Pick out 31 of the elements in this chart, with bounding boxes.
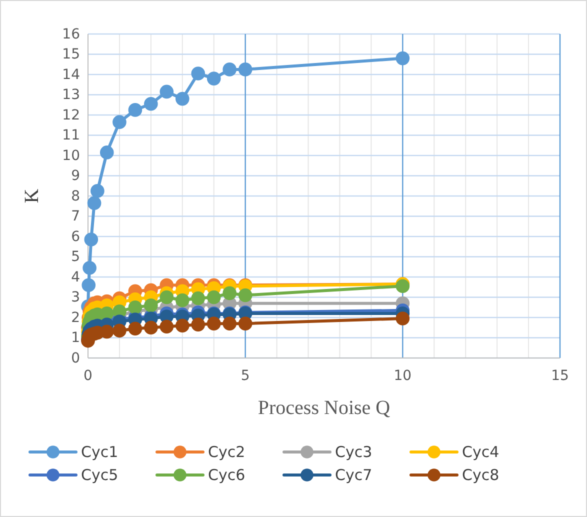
legend-label: Cyc1 — [81, 443, 118, 461]
y-tick-label: 13 — [62, 87, 80, 104]
y-axis-title: K — [21, 188, 43, 204]
y-tick-label: 15 — [62, 46, 80, 63]
x-tick-label: 5 — [240, 368, 250, 384]
legend-label: Cyc2 — [208, 443, 246, 461]
y-tick-label: 12 — [62, 107, 80, 124]
legend-label: Cyc5 — [81, 466, 118, 484]
y-tick-label: 0 — [71, 350, 80, 366]
legend-label: Cyc4 — [462, 443, 500, 461]
legend-label: Cyc6 — [208, 466, 246, 484]
y-tick-label: 8 — [71, 188, 80, 204]
y-tick-label: 10 — [62, 148, 80, 164]
y-tick-label: 2 — [71, 310, 80, 326]
x-tick-label: 15 — [551, 368, 569, 384]
y-tick-label: 6 — [71, 228, 80, 245]
y-tick-label: 4 — [71, 269, 80, 286]
y-tick-label: 16 — [62, 26, 80, 42]
y-tick-label: 5 — [71, 249, 80, 266]
y-tick-label: 14 — [62, 66, 80, 83]
legend-label: Cyc8 — [462, 466, 500, 484]
y-tick-label: 11 — [62, 128, 80, 144]
legend-label: Cyc7 — [335, 466, 372, 484]
x-tick-label: 0 — [84, 368, 92, 384]
legend-label: Cyc3 — [335, 443, 372, 461]
y-tick-label: 9 — [71, 168, 80, 184]
y-tick-label: 7 — [71, 208, 80, 225]
y-tick-label: 3 — [71, 290, 80, 306]
x-tick-label: 10 — [394, 368, 412, 384]
x-axis-title: Process Noise Q — [258, 397, 391, 419]
y-tick-label: 1 — [71, 330, 80, 346]
